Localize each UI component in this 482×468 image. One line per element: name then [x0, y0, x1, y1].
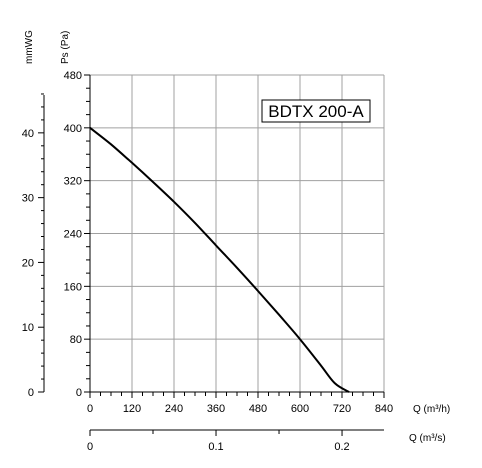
y-secondary-tick-label: 30 — [22, 193, 34, 205]
x-tick-label: 120 — [123, 403, 141, 415]
x-tick-label: 840 — [375, 403, 393, 415]
tick-labels: 0 120 240 360 480 600 720 840080160240320400480… — [22, 70, 393, 453]
x-tick-label: 360 — [207, 403, 225, 415]
model-label-box: BDTX 200-A — [261, 99, 371, 123]
model-label: BDTX 200-A — [268, 102, 364, 121]
grid-lines — [90, 74, 385, 392]
x-tick-label: 240 — [165, 403, 183, 415]
x-secondary-tick-label: 0.1 — [208, 441, 223, 453]
y-secondary-tick-label: 10 — [22, 322, 34, 334]
y-tick-label: 480 — [64, 70, 82, 82]
y-tick-label: 240 — [64, 229, 82, 241]
y-tick-label: 400 — [64, 123, 82, 135]
y-tick-label: 80 — [70, 334, 82, 346]
x-axis-label: Q (m³/h) — [413, 404, 450, 415]
y-tick-label: 0 — [76, 387, 82, 399]
y-axis-secondary-label: mmWG — [24, 30, 35, 64]
y-axis-label: Ps (Pa) — [60, 31, 71, 64]
x-secondary-tick-label: 0 — [87, 441, 93, 453]
y-tick-label: 320 — [64, 176, 82, 188]
x-tick-label: 720 — [333, 403, 351, 415]
series-line — [89, 127, 350, 393]
x-tick-label: 600 — [291, 403, 309, 415]
y-tick-label: 160 — [64, 281, 82, 293]
y-secondary-tick-label: 40 — [22, 128, 34, 140]
y-secondary-tick-label: 20 — [22, 257, 34, 269]
axis-ticks — [38, 74, 385, 436]
y-secondary-tick-label: 0 — [28, 387, 34, 399]
x-tick-label: 480 — [249, 403, 267, 415]
x-tick-label: 0 — [87, 403, 93, 415]
x-axis-secondary-label: Q (m³/s) — [409, 433, 446, 444]
x-secondary-tick-label: 0.2 — [334, 441, 349, 453]
model-label-frame — [261, 99, 371, 123]
